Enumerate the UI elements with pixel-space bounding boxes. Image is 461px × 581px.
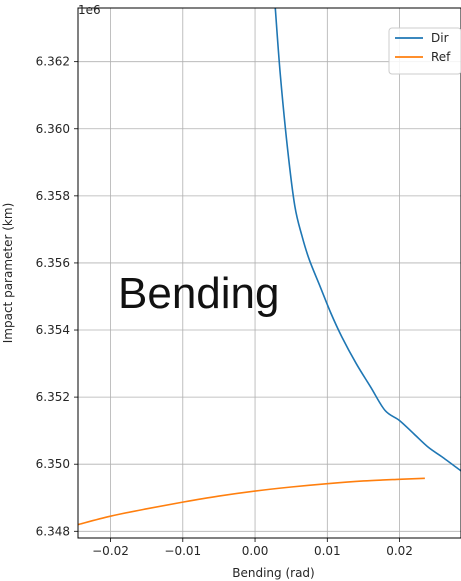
- series-layer: [78, 8, 461, 526]
- x-tick-label: 0.01: [314, 544, 341, 558]
- y-tick-label: 6.350: [36, 457, 70, 471]
- legend: Dir Ref: [388, 27, 461, 75]
- y-tick-label: 6.354: [36, 323, 70, 337]
- ticks: −0.02 −0.01 0.00 0.01 0.02 6.348 6.350 6.352 6.3…: [36, 55, 413, 558]
- y-tick-label: 6.352: [36, 390, 70, 404]
- plot-frame: [77, 7, 461, 539]
- y-offset-label: 1e6: [78, 3, 101, 17]
- legend-label-ref: Ref: [431, 50, 451, 64]
- series-line-ref: [78, 477, 425, 526]
- y-axis-label: Impact parameter (km): [1, 203, 15, 343]
- y-tick-label: 6.356: [36, 256, 70, 270]
- legend-box: [388, 27, 461, 75]
- y-tick-label: 6.360: [36, 122, 70, 136]
- y-tick-label: 6.348: [36, 524, 70, 538]
- overlay-text: Bending: [118, 269, 279, 318]
- y-tick-label: 6.358: [36, 189, 70, 203]
- x-tick-label: 0.00: [242, 544, 269, 558]
- x-tick-label: 0.02: [386, 544, 413, 558]
- y-tick-label: 6.362: [36, 55, 70, 69]
- x-axis-label: Bending (rad): [232, 566, 314, 580]
- x-tick-label: −0.01: [164, 544, 201, 558]
- series-line-dir: [274, 8, 461, 472]
- x-tick-label: −0.02: [92, 544, 129, 558]
- legend-label-dir: Dir: [431, 31, 449, 45]
